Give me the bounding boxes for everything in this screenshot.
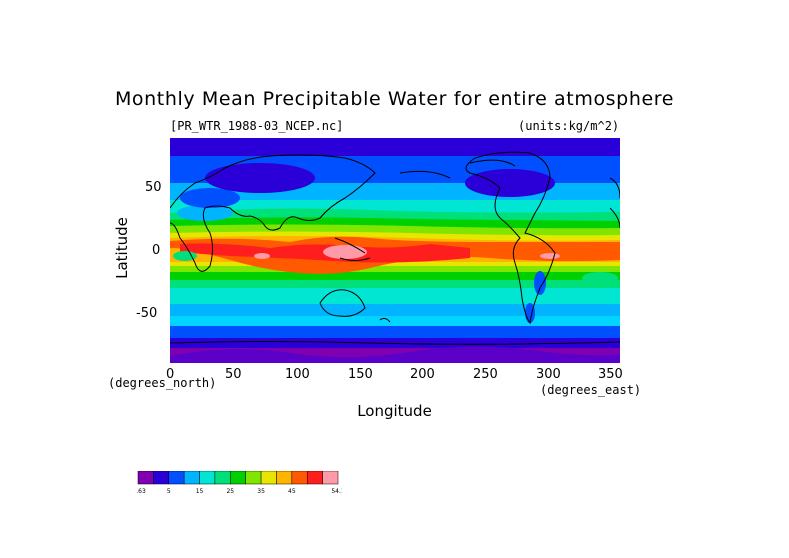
colorbar-cell xyxy=(153,471,170,485)
x-tick: 300 xyxy=(536,367,561,382)
colorbar-label: 54.1 xyxy=(331,488,342,495)
colorbar: -1.63 5 15 25 35 45 54.1 xyxy=(137,471,342,495)
x-axis-title: Longitude xyxy=(0,402,789,420)
colorbar-cell xyxy=(260,471,277,485)
map-title: Monthly Mean Precipitable Water for enti… xyxy=(114,88,675,110)
colorbar-cell xyxy=(214,471,231,485)
x-axis-units: (degrees_east) xyxy=(540,383,642,397)
colorbar-cell xyxy=(137,471,154,485)
y-axis-units: (degrees_north) xyxy=(108,376,217,390)
colorbar-cell xyxy=(322,471,339,485)
x-tick: 50 xyxy=(225,367,242,382)
colorbar-label: 5 xyxy=(167,488,171,495)
y-tick: -50 xyxy=(136,306,158,321)
y-axis-title: Latitude xyxy=(113,217,131,279)
colorbar-cell xyxy=(291,471,308,485)
units-label: (units:kg/m^2) xyxy=(518,119,620,133)
x-tick: 0 xyxy=(166,367,175,382)
colorbar-cell xyxy=(306,471,323,485)
colorbar-label: 35 xyxy=(257,488,265,495)
y-tick: 0 xyxy=(152,243,161,258)
x-tick: 100 xyxy=(285,367,310,382)
colorbar-cell xyxy=(245,471,262,485)
x-tick: 350 xyxy=(598,367,623,382)
precipitable-water-map xyxy=(170,138,620,363)
colorbar-label: 45 xyxy=(288,488,296,495)
colorbar-label: 15 xyxy=(196,488,204,495)
x-axis-title-text: Longitude xyxy=(357,402,432,420)
colorbar-cell xyxy=(230,471,246,485)
colorbar-cell xyxy=(168,471,185,485)
y-tick: 50 xyxy=(145,180,162,195)
colorbar-cell xyxy=(199,471,216,485)
x-tick: 250 xyxy=(473,367,498,382)
x-tick: 150 xyxy=(348,367,373,382)
x-tick: 200 xyxy=(410,367,435,382)
colorbar-cell xyxy=(276,471,293,485)
colorbar-cell xyxy=(183,471,200,485)
colorbar-label: -1.63 xyxy=(137,488,146,495)
file-label: [PR_WTR_1988-03_NCEP.nc] xyxy=(170,119,344,133)
colorbar-label: 25 xyxy=(226,488,234,495)
